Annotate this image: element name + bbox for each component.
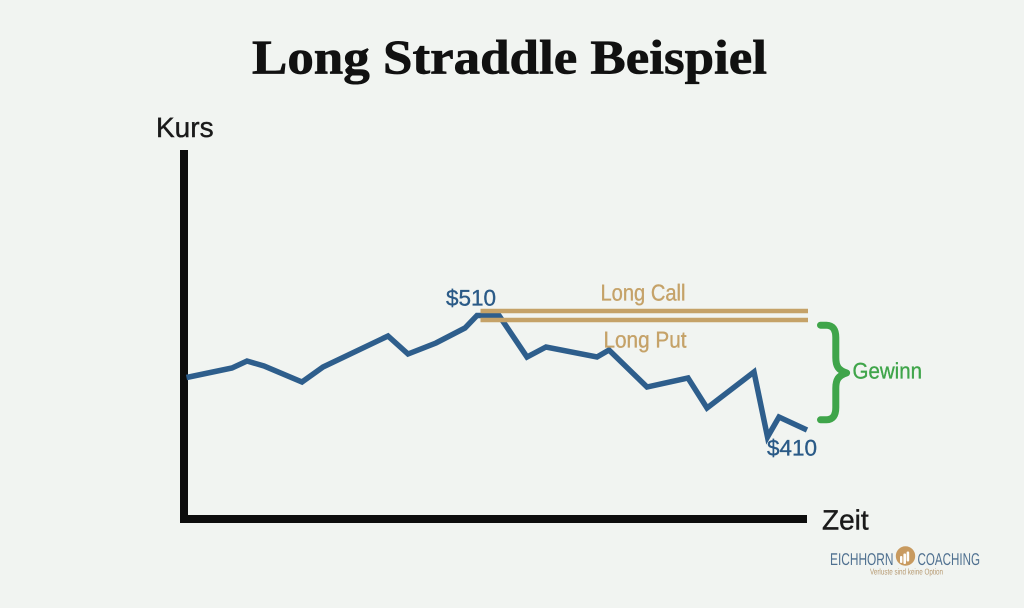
svg-text:Verluste sind keine Option: Verluste sind keine Option: [870, 566, 943, 576]
svg-text:Long Put: Long Put: [604, 326, 688, 352]
svg-text:COACHING: COACHING: [918, 550, 981, 569]
svg-text:Long Straddle Beispiel: Long Straddle Beispiel: [252, 32, 767, 85]
svg-text:Gewinn: Gewinn: [853, 359, 923, 384]
svg-text:EICHHORN: EICHHORN: [830, 550, 894, 569]
svg-text:Kurs: Kurs: [156, 112, 214, 143]
svg-text:Zeit: Zeit: [822, 505, 869, 536]
svg-text:$510: $510: [446, 285, 496, 310]
svg-text:Long Call: Long Call: [601, 279, 686, 305]
svg-text:$410: $410: [767, 435, 817, 460]
